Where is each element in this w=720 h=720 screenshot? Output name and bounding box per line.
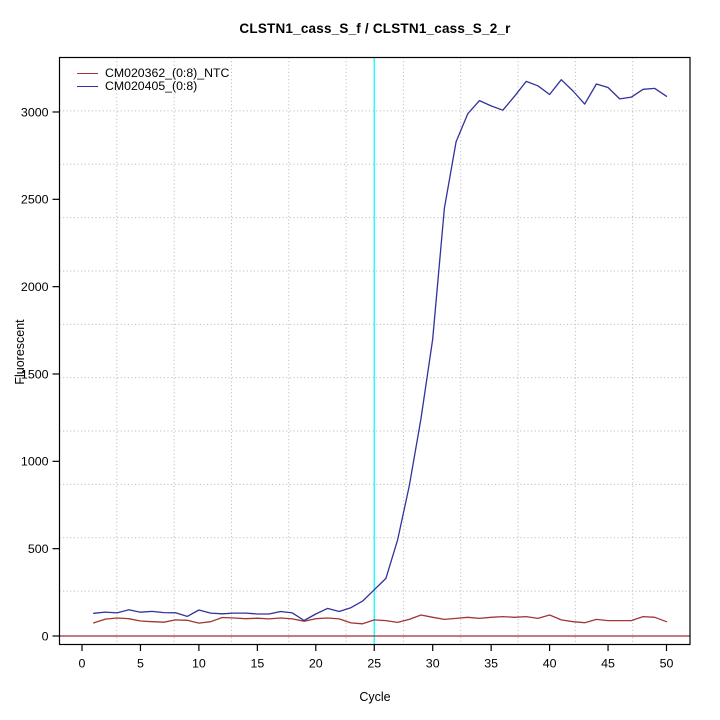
legend: CM020362_(0:8)_NTC CM020405_(0:8)	[77, 67, 229, 93]
x-tick-label: 0	[79, 657, 86, 671]
legend-line-swatch	[77, 73, 98, 74]
legend-row: CM020405_(0:8)	[77, 80, 229, 93]
x-tick-label: 25	[367, 657, 381, 671]
x-axis-title: Cycle	[359, 690, 391, 704]
plot-grid	[59, 57, 690, 645]
x-tick-label: 30	[426, 657, 440, 671]
chart-title: CLSTN1_cass_S_f / CLSTN1_cass_S_2_r	[239, 21, 511, 36]
x-axis: 0 5 10 15 20 25 30 35 40 45 50	[79, 644, 674, 671]
x-tick-label: 15	[250, 657, 264, 671]
y-tick-label: 3000	[21, 105, 49, 119]
y-axis-title-text: Fluorescent	[13, 319, 27, 385]
x-tick-label: 50	[660, 657, 674, 671]
series-line-sample	[93, 79, 668, 622]
legend-row: CM020362_(0:8)_NTC	[77, 67, 229, 80]
y-tick-label: 500	[28, 542, 49, 556]
series-line-ntc	[93, 614, 668, 625]
x-tick-label: 45	[601, 657, 615, 671]
y-tick-label: 1500	[21, 367, 49, 381]
y-tick-label: 2500	[21, 193, 49, 207]
x-tick-label: 10	[192, 657, 206, 671]
legend-label: CM020405_(0:8)	[105, 79, 198, 93]
y-axis: 0 500 1000 1500 2000 2500 3000	[21, 105, 60, 643]
x-tick-label: 40	[543, 657, 557, 671]
legend-line-swatch	[77, 86, 98, 87]
y-tick-label: 2000	[21, 280, 49, 294]
x-tick-label: 20	[309, 657, 323, 671]
x-tick-label: 5	[137, 657, 144, 671]
legend-label: CM020362_(0:8)_NTC	[105, 66, 230, 80]
y-tick-label: 0	[42, 629, 49, 643]
x-tick-label: 35	[484, 657, 498, 671]
y-tick-label: 1000	[21, 455, 49, 469]
